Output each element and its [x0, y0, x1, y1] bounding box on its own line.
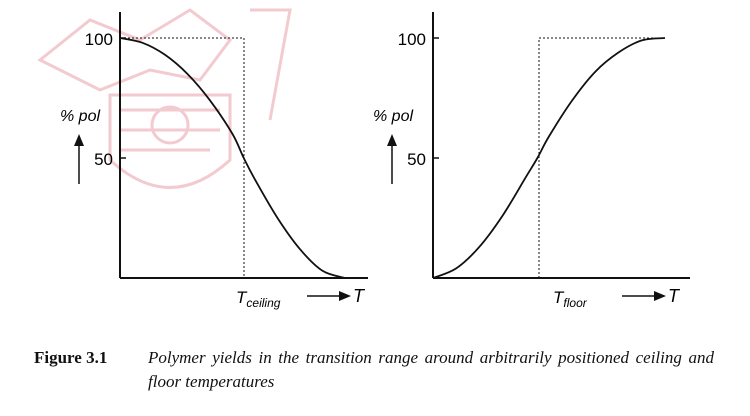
- ytick-label-50: 50: [94, 150, 113, 169]
- chart-left: 100 50 % pol Tceiling T: [60, 12, 368, 310]
- threshold-label: Tfloor: [553, 288, 588, 310]
- x-axis-label: T: [668, 286, 681, 306]
- x-axis-arrow-icon: [622, 291, 666, 301]
- ytick-label-50: 50: [407, 150, 426, 169]
- ytick-label-100: 100: [85, 30, 113, 49]
- figure-charts: 100 50 % pol Tceiling T 100 50 % pol: [60, 12, 690, 310]
- y-axis-label: % pol: [60, 108, 100, 125]
- dotted-guide: [120, 37, 245, 278]
- y-axis-label: % pol: [373, 108, 413, 125]
- caption-label: Figure 3.1: [34, 348, 108, 367]
- chart-right: 100 50 % pol Tfloor T: [373, 12, 690, 310]
- threshold-label: Tceiling: [236, 288, 281, 310]
- y-axis-arrow-icon: [387, 134, 397, 184]
- caption-text: Polymer yields in the transition range a…: [148, 348, 714, 391]
- x-axis-arrow-icon: [307, 291, 351, 301]
- x-axis-label: T: [353, 286, 366, 306]
- series-curve: [432, 37, 666, 279]
- dotted-guide: [538, 37, 665, 278]
- series-curve: [119, 37, 346, 279]
- y-axis-arrow-icon: [74, 134, 84, 184]
- ytick-label-100: 100: [398, 30, 426, 49]
